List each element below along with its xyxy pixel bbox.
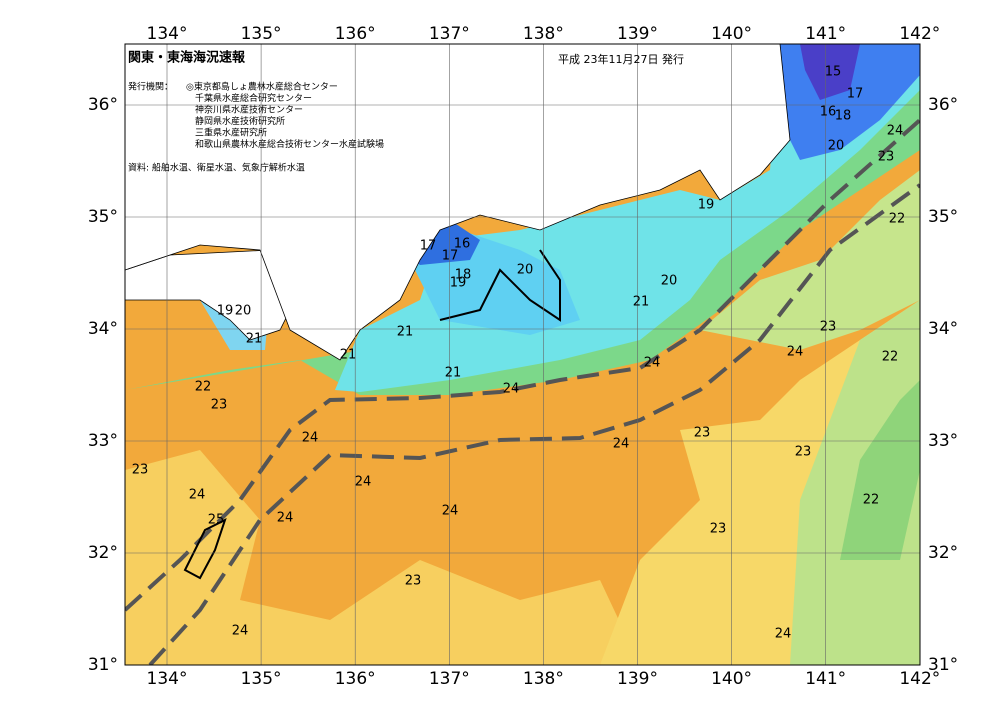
issue-date: 平成 23年11月27日 発行 [558,52,684,66]
lon-tick-label: 136° [335,669,376,689]
lat-tick-label: 31° [928,655,958,675]
lat-tick-label: 36° [88,95,118,115]
issuer: 静岡県水産技術研究所 [195,115,285,127]
contour-label: 15 [825,65,842,80]
contour-label: 19 [217,304,234,319]
lat-tick-label: 35° [88,207,118,227]
lat-tick-label: 34° [928,319,958,339]
lon-tick-label: 137° [429,669,470,689]
lat-tick-label: 31° [88,655,118,675]
lat-tick-label: 32° [928,543,958,563]
contour-label: 20 [661,274,678,289]
lon-tick-label: 142° [899,669,940,689]
lon-tick-label: 134° [147,24,188,44]
contour-label: 24 [355,475,372,490]
lat-tick-label: 33° [928,431,958,451]
issuer: 三重県水産研究所 [195,127,267,139]
lon-tick-label: 135° [241,24,282,44]
contour-label: 16 [454,237,471,252]
contour-label: 23 [795,445,812,460]
lat-tick-label: 32° [88,543,118,563]
data-source: 資料: 船舶水温、衛星水温、気象庁解析水温 [128,162,305,174]
contour-label: 25 [208,513,225,528]
sea-surface [125,44,920,665]
contour-label: 20 [517,263,534,278]
map-frame [124,43,921,666]
lon-tick-label: 139° [617,669,658,689]
contour-label: 19 [450,276,467,291]
lon-tick-label: 134° [147,669,188,689]
lon-tick-label: 140° [711,24,752,44]
contour-label: 21 [633,295,650,310]
contour-label: 24 [613,437,630,452]
contour-label: 24 [232,624,249,639]
contour-label: 18 [455,268,472,283]
issuer: 和歌山県農林水産総合技術センター水産試験場 [195,138,384,150]
contour-label: 18 [835,109,852,124]
title: 関東・東海海況速報 [128,50,246,66]
lon-tick-label: 139° [617,24,658,44]
contour-label: 21 [397,325,414,340]
issuer: ◎東京都島しょ農林水産総合センター [186,81,338,93]
contour-label: 23 [820,320,837,335]
issuer: 千葉県水産総合研究センター [195,92,312,104]
contour-label: 23 [694,426,711,441]
contour-label: 22 [882,350,899,365]
lon-tick-label: 141° [805,669,846,689]
contour-label: 20 [235,304,252,319]
contour-label: 23 [132,463,149,478]
contour-label: 24 [644,356,661,371]
issuer-heading: 発行機関： [128,81,173,93]
lon-tick-label: 138° [523,669,564,689]
contour-label: 23 [405,574,422,589]
contour-label: 22 [195,380,212,395]
contour-label: 19 [698,198,715,213]
contour-label: 24 [442,504,459,519]
contour-label: 21 [445,366,462,381]
lon-tick-label: 136° [335,24,376,44]
contour-label: 22 [889,212,906,227]
contour-label: 21 [246,332,263,347]
lat-tick-label: 34° [88,319,118,339]
lat-tick-label: 33° [88,431,118,451]
contour-label: 17 [442,249,459,264]
lon-tick-label: 138° [523,24,564,44]
contour-label: 24 [189,488,206,503]
contour-label: 17 [420,239,437,254]
contour-label: 20 [828,139,845,154]
lat-tick-label: 36° [928,95,958,115]
lon-tick-label: 137° [429,24,470,44]
contour-label: 24 [775,627,792,642]
lon-tick-label: 140° [711,669,752,689]
contour-label: 23 [211,398,228,413]
contour-label: 21 [340,348,357,363]
contour-label: 24 [277,511,294,526]
lon-tick-label: 142° [899,24,940,44]
contour-label: 24 [787,345,804,360]
contour-label: 16 [820,105,837,120]
contour-label: 24 [302,431,319,446]
contour-label: 17 [847,87,864,102]
contour-label: 24 [887,124,904,139]
lat-tick-label: 35° [928,207,958,227]
contour-label: 22 [863,493,880,508]
lon-tick-label: 135° [241,669,282,689]
contour-label: 23 [710,522,727,537]
lon-tick-label: 141° [805,24,846,44]
issuer-list: ◎東京都島しょ農林水産総合センター千葉県水産総合研究センター神奈川県水産技術セン… [186,81,384,151]
contour-label: 24 [503,382,520,397]
contour-label: 23 [878,150,895,165]
issuer: 神奈川県水産技術センター [195,104,303,116]
